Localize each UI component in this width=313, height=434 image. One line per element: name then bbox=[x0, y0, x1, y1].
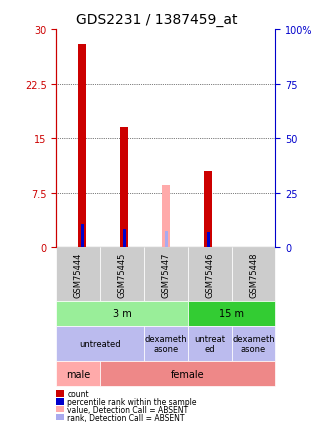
FancyBboxPatch shape bbox=[100, 247, 144, 301]
Text: untreated: untreated bbox=[80, 339, 121, 348]
FancyBboxPatch shape bbox=[56, 414, 64, 421]
Text: male: male bbox=[66, 369, 90, 379]
Text: 15 m: 15 m bbox=[219, 309, 244, 319]
Text: gender: gender bbox=[0, 433, 1, 434]
Text: dexameth
asone: dexameth asone bbox=[232, 334, 275, 353]
Text: GSM75446: GSM75446 bbox=[205, 252, 214, 297]
Text: agent: agent bbox=[0, 433, 1, 434]
Bar bbox=[165, 232, 168, 247]
FancyBboxPatch shape bbox=[56, 326, 144, 362]
Bar bbox=[162, 186, 170, 247]
FancyBboxPatch shape bbox=[232, 326, 275, 362]
Text: rank, Detection Call = ABSENT: rank, Detection Call = ABSENT bbox=[67, 413, 185, 422]
Text: untreat
ed: untreat ed bbox=[194, 334, 225, 353]
FancyBboxPatch shape bbox=[56, 247, 100, 301]
Text: GSM75447: GSM75447 bbox=[162, 252, 170, 297]
Bar bbox=[120, 128, 128, 247]
Text: value, Detection Call = ABSENT: value, Detection Call = ABSENT bbox=[67, 405, 188, 414]
Text: female: female bbox=[171, 369, 205, 379]
Bar bbox=[81, 225, 84, 247]
FancyBboxPatch shape bbox=[188, 326, 232, 362]
Text: percentile rank within the sample: percentile rank within the sample bbox=[67, 397, 197, 406]
Text: 3 m: 3 m bbox=[113, 309, 131, 319]
FancyBboxPatch shape bbox=[100, 362, 275, 386]
FancyBboxPatch shape bbox=[56, 406, 64, 413]
Bar bbox=[204, 171, 212, 247]
Text: age: age bbox=[0, 433, 1, 434]
FancyBboxPatch shape bbox=[144, 247, 188, 301]
Bar bbox=[208, 233, 210, 247]
Text: dexameth
asone: dexameth asone bbox=[145, 334, 187, 353]
FancyBboxPatch shape bbox=[56, 362, 100, 386]
FancyBboxPatch shape bbox=[56, 391, 64, 397]
Bar bbox=[123, 229, 126, 247]
Text: GDS2231 / 1387459_at: GDS2231 / 1387459_at bbox=[76, 13, 237, 27]
Text: GSM75445: GSM75445 bbox=[118, 252, 126, 297]
FancyBboxPatch shape bbox=[144, 326, 188, 362]
Text: GSM75448: GSM75448 bbox=[249, 252, 258, 297]
Bar bbox=[78, 45, 86, 247]
Text: GSM75444: GSM75444 bbox=[74, 252, 83, 297]
FancyBboxPatch shape bbox=[232, 247, 275, 301]
Bar bbox=[165, 232, 168, 247]
FancyBboxPatch shape bbox=[56, 301, 188, 326]
FancyBboxPatch shape bbox=[56, 398, 64, 404]
FancyBboxPatch shape bbox=[188, 247, 232, 301]
Text: count: count bbox=[67, 389, 89, 398]
FancyBboxPatch shape bbox=[188, 301, 275, 326]
